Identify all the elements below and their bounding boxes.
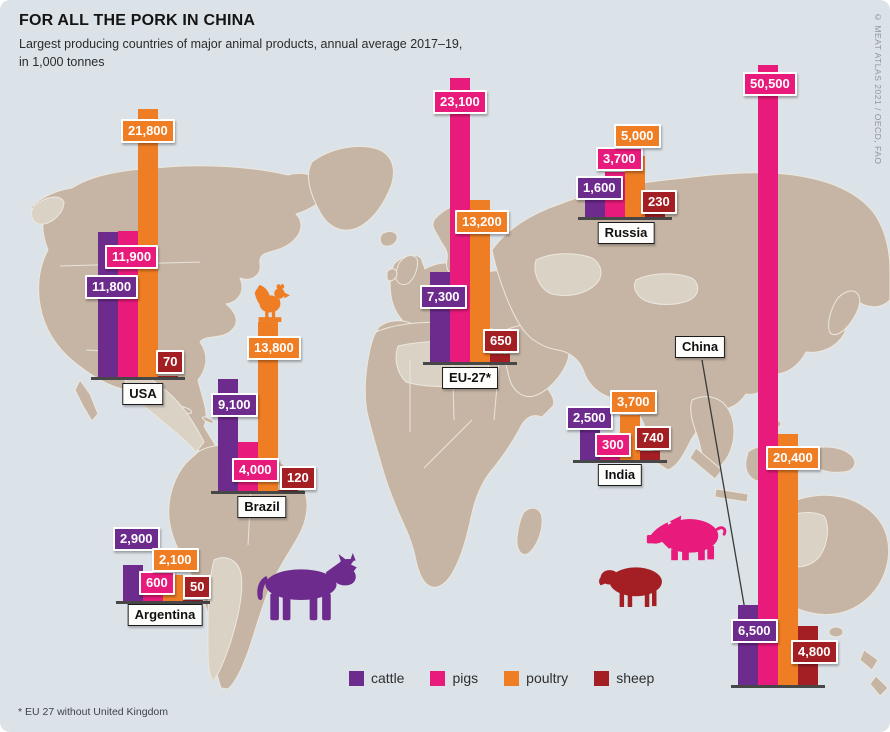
bar-sheep (158, 376, 178, 377)
bar-cattle (585, 197, 605, 217)
value-label-sheep: 4,800 (791, 640, 838, 664)
group-baseline (91, 377, 185, 380)
legend-label-cattle: cattle (371, 670, 405, 686)
value-label-sheep: 230 (641, 190, 677, 214)
chart-subtitle-line-2: in 1,000 tonnes (19, 55, 105, 70)
value-label-poultry: 2,100 (152, 548, 199, 572)
value-label-sheep: 650 (483, 329, 519, 353)
bar-cattle (738, 605, 758, 685)
bar-pigs (758, 65, 778, 685)
legend-swatch-cattle (349, 670, 364, 686)
bar-pigs (143, 594, 163, 601)
value-label-cattle: 2,500 (566, 406, 613, 430)
value-label-sheep: 120 (280, 466, 316, 490)
bar-poultry (625, 156, 645, 217)
legend-label-pigs: pigs (452, 670, 479, 686)
legend: cattle pigs poultry sheep (349, 670, 654, 686)
chart-title: FOR ALL THE PORK IN CHINA (19, 12, 256, 29)
legend-label-sheep: sheep (616, 670, 655, 686)
country-label-india: India (597, 464, 643, 486)
sheep-icon (599, 567, 662, 607)
bar-poultry (258, 322, 278, 491)
legend-swatch-sheep (594, 670, 610, 686)
value-label-cattle: 7,300 (420, 285, 467, 309)
bar-poultry (470, 200, 490, 362)
chart-subtitle-line-1: Largest producing countries of major ani… (19, 37, 463, 51)
value-label-pigs: 600 (139, 571, 175, 595)
group-baseline (578, 217, 672, 220)
legend-swatch-pigs (430, 670, 446, 686)
group-baseline (731, 685, 825, 688)
legend-label-poultry: poultry (526, 670, 569, 686)
group-baseline (211, 491, 305, 494)
value-label-cattle: 6,500 (731, 619, 778, 643)
country-label-argentina: Argentina (127, 604, 203, 626)
chart-subtitle: Largest producing countries of major ani… (19, 35, 462, 71)
bar-sheep (183, 600, 203, 601)
bar-cattle (123, 565, 143, 601)
country-label-brazil: Brazil (237, 496, 287, 518)
bar-sheep (490, 354, 510, 362)
value-label-pigs: 50,500 (743, 72, 797, 96)
value-label-pigs: 4,000 (232, 458, 279, 482)
greenland (308, 145, 394, 231)
rooster-icon (254, 284, 290, 322)
value-label-pigs: 3,700 (596, 147, 643, 171)
value-label-poultry: 13,800 (247, 336, 301, 360)
group-baseline (116, 601, 210, 604)
value-label-pigs: 300 (595, 433, 631, 457)
bar-pigs (600, 456, 620, 460)
value-label-poultry: 3,700 (610, 390, 657, 414)
country-label-russia: Russia (597, 222, 655, 244)
legend-item-sheep: sheep (594, 670, 654, 686)
country-label-eu-27: EU-27* (442, 367, 498, 389)
value-label-sheep: 50 (183, 575, 212, 599)
bar-poultry (138, 109, 158, 377)
value-label-poultry: 5,000 (614, 124, 661, 148)
credit: © MEAT ATLAS 2021 / OECD, FAO (873, 12, 883, 165)
footnote: * EU 27 without United Kingdom (18, 706, 168, 718)
legend-item-cattle: cattle (349, 670, 404, 686)
value-label-cattle: 2,900 (113, 527, 160, 551)
country-label-china: China (674, 336, 726, 358)
value-label-sheep: 740 (635, 426, 671, 450)
bar-poultry (778, 434, 798, 685)
value-label-pigs: 23,100 (433, 90, 487, 114)
country-label-usa: USA (122, 383, 164, 405)
bar-sheep (278, 490, 298, 491)
value-label-cattle: 1,600 (576, 176, 623, 200)
value-label-cattle: 11,800 (85, 275, 139, 299)
cow-icon (257, 553, 357, 621)
china-leader-line (701, 359, 747, 617)
value-label-pigs: 11,900 (105, 245, 159, 269)
bar-sheep (645, 214, 665, 217)
pig-icon (646, 515, 727, 561)
value-label-sheep: 70 (156, 350, 185, 374)
value-label-poultry: 21,800 (121, 119, 175, 143)
group-baseline (573, 460, 667, 463)
legend-swatch-poultry (504, 670, 520, 686)
group-baseline (423, 362, 517, 365)
value-label-cattle: 9,100 (211, 393, 258, 417)
value-label-poultry: 20,400 (766, 446, 820, 470)
legend-item-poultry: poultry (504, 670, 568, 686)
legend-item-pigs: pigs (430, 670, 478, 686)
value-label-poultry: 13,200 (455, 210, 509, 234)
bar-sheep (640, 451, 660, 460)
